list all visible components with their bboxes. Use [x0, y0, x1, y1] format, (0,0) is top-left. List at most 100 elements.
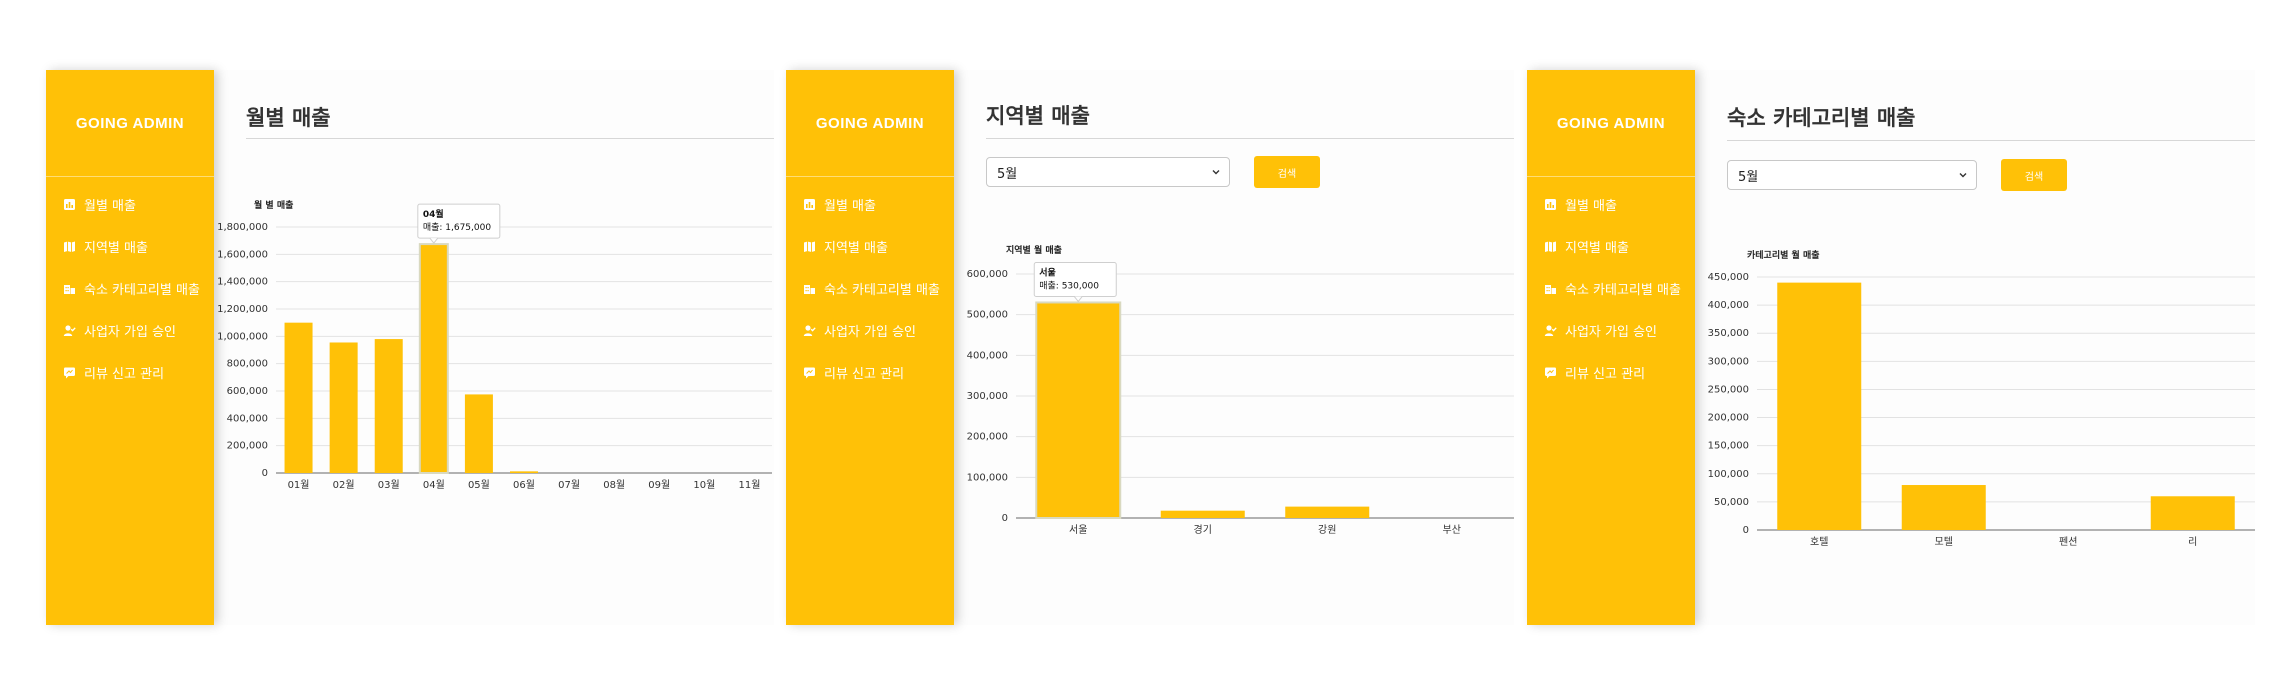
bar: [1777, 282, 1862, 530]
search-button[interactable]: 검색: [2001, 159, 2067, 191]
brand-logo[interactable]: GOING ADMIN: [786, 70, 954, 177]
building-icon: [1544, 282, 1557, 295]
x-tick-label: 펜션: [2059, 536, 2077, 548]
report-icon: [63, 366, 76, 379]
brand-logo[interactable]: GOING ADMIN: [1527, 70, 1695, 177]
sidebar-item-5[interactable]: 리뷰 신고 관리: [786, 351, 954, 393]
user-check-icon: [803, 324, 816, 337]
title-divider: [986, 138, 1514, 139]
chart-title: 카테고리별 월 매출: [1747, 249, 1820, 261]
bar-chart-icon: [63, 198, 76, 211]
sidebar-item-4[interactable]: 사업자 가입 승인: [46, 309, 214, 351]
page-title: 숙소 카테고리별 매출: [1727, 106, 1916, 130]
x-tick-label: 호텔: [1810, 536, 1828, 548]
building-icon: [63, 282, 76, 295]
x-tick-label: 07월: [558, 479, 580, 491]
category-sales-chart: 카테고리별 월 매출 0 50,000 100,000 150,000 200,000 25…: [1708, 249, 2255, 548]
x-tick-label: 08월: [603, 479, 625, 491]
tooltip-title: 서울: [1039, 266, 1056, 278]
x-tick-label: 강원: [1318, 524, 1336, 536]
x-tick-label: 02월: [333, 479, 355, 491]
y-tick-label: 1,000,000: [217, 331, 268, 342]
month-select[interactable]: 5월: [1727, 160, 1977, 190]
sidebar-item-2[interactable]: 지역별 매출: [46, 225, 214, 267]
tooltip-caret: [429, 237, 439, 244]
y-tick-label: 800,000: [227, 359, 268, 370]
main-content: 지역별 매출 5월 검색 지역별 월 매출 0 100,000 200,000 300,…: [954, 70, 1514, 625]
search-button[interactable]: 검색: [1254, 156, 1320, 188]
x-tick-label: 01월: [288, 479, 310, 491]
sidebar-item-label: 지역별 매출: [824, 240, 888, 256]
sidebar-item-1[interactable]: 월별 매출: [1527, 183, 1695, 225]
bar-chart-icon: [803, 198, 816, 211]
main-content: 월별 매출 월 별 매출 0 200,000 400,000 600,000 800,00…: [214, 70, 774, 625]
x-tick-label: 05월: [468, 479, 490, 491]
tooltip-label: 매출: 530,000: [1039, 280, 1099, 291]
month-select[interactable]: 5월: [986, 157, 1230, 187]
sidebar-item-label: 월별 매출: [84, 198, 136, 214]
title-divider: [1727, 140, 2255, 141]
y-tick-label: 0: [262, 468, 268, 479]
y-tick-label: 600,000: [227, 386, 268, 397]
y-tick-label: 400,000: [967, 350, 1008, 361]
brand-logo[interactable]: GOING ADMIN: [46, 70, 214, 177]
y-tick-label: 350,000: [1708, 328, 1749, 339]
sidebar-item-5[interactable]: 리뷰 신고 관리: [46, 351, 214, 393]
sidebar-item-3[interactable]: 숙소 카테고리별 매출: [1527, 267, 1695, 309]
bar-chart-icon: [1544, 198, 1557, 211]
report-icon: [1544, 366, 1557, 379]
sidebar-item-1[interactable]: 월별 매출: [46, 183, 214, 225]
y-tick-label: 1,600,000: [217, 249, 268, 260]
y-tick-label: 400,000: [227, 413, 268, 424]
y-tick-label: 1,800,000: [217, 222, 268, 233]
sidebar-item-label: 사업자 가입 승인: [1565, 324, 1657, 340]
sidebar-item-5[interactable]: 리뷰 신고 관리: [1527, 351, 1695, 393]
y-tick-label: 400,000: [1708, 300, 1749, 311]
sidebar-item-label: 리뷰 신고 관리: [824, 366, 905, 382]
y-tick-label: 1,200,000: [217, 304, 268, 315]
sidebar-item-3[interactable]: 숙소 카테고리별 매출: [46, 267, 214, 309]
sidebar-item-2[interactable]: 지역별 매출: [1527, 225, 1695, 267]
main-content: 숙소 카테고리별 매출 5월 검색 카테고리별 월 매출 0 50,000 100,0…: [1695, 70, 2255, 625]
bar: [284, 322, 313, 473]
tooltip-title: 04월: [423, 208, 444, 220]
x-tick-label: 부산: [1443, 524, 1461, 536]
y-tick-label: 150,000: [1708, 441, 1749, 452]
y-tick-label: 100,000: [967, 472, 1008, 483]
bar: [1285, 506, 1370, 518]
map-icon: [1544, 240, 1557, 253]
y-tick-label: 1,400,000: [217, 277, 268, 288]
y-tick-label: 0: [1002, 513, 1008, 524]
building-icon: [803, 282, 816, 295]
sidebar-item-label: 사업자 가입 승인: [84, 324, 176, 340]
sidebar-item-label: 지역별 매출: [1565, 240, 1629, 256]
sidebar-item-label: 숙소 카테고리별 매출: [824, 282, 940, 298]
bar: [1160, 510, 1245, 518]
sidebar-item-4[interactable]: 사업자 가입 승인: [786, 309, 954, 351]
sidebar-item-1[interactable]: 월별 매출: [786, 183, 954, 225]
sidebar-item-2[interactable]: 지역별 매출: [786, 225, 954, 267]
sidebar-item-4[interactable]: 사업자 가입 승인: [1527, 309, 1695, 351]
x-tick-label: 서울: [1069, 524, 1087, 536]
tooltip-box: [417, 203, 501, 239]
bar: [510, 471, 538, 473]
chevron-down-icon: [1959, 173, 1967, 178]
bar: [418, 243, 449, 474]
sidebar-item-3[interactable]: 숙소 카테고리별 매출: [786, 267, 954, 309]
page-title: 월별 매출: [246, 106, 331, 130]
y-tick-label: 0: [1743, 525, 1749, 536]
x-tick-label: 경기: [1194, 523, 1212, 536]
bar: [1901, 485, 1986, 530]
y-tick-label: 50,000: [1714, 497, 1749, 508]
map-icon: [63, 240, 76, 253]
bar: [374, 339, 403, 473]
